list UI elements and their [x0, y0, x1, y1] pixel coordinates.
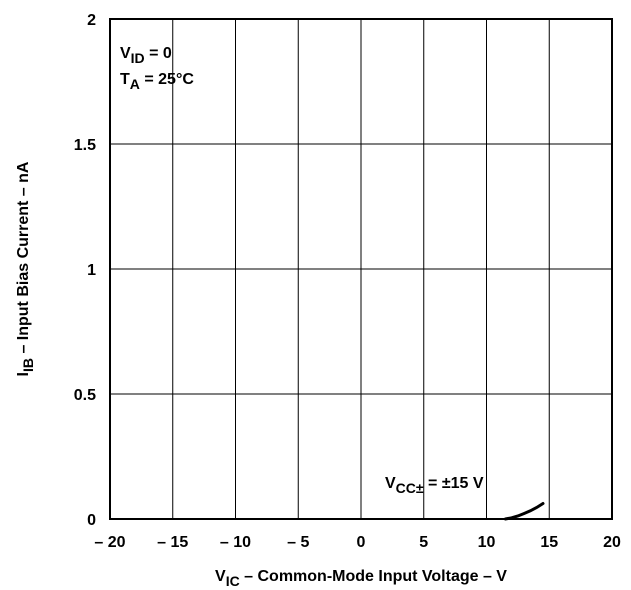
x-tick-label: 10	[478, 534, 496, 551]
plot-frame	[109, 18, 613, 520]
y-tick-label: 1.5	[74, 137, 96, 154]
grid-lines	[109, 18, 613, 520]
condition-vid: VID = 0	[120, 45, 172, 66]
series-group	[503, 502, 545, 521]
y-tick-label: 1	[87, 262, 96, 279]
y-tick-label: 0.5	[74, 387, 96, 404]
x-tick-label: – 20	[94, 534, 125, 551]
y-tick-label: 0	[87, 512, 96, 529]
y-tick-label: 2	[87, 12, 96, 29]
x-tick-labels: – 20 – 15 – 10 – 5 0 5 10 15 20	[94, 534, 621, 551]
x-tick-label: 0	[357, 534, 366, 551]
series-label-vcc: VCC± = ±15 V	[385, 475, 484, 496]
x-tick-label: – 15	[157, 534, 188, 551]
condition-ta: TA = 25°C	[120, 71, 194, 92]
series-line-0	[503, 502, 545, 521]
y-tick-labels: 0 0.5 1 1.5 2	[74, 12, 96, 529]
x-tick-label: 15	[540, 534, 558, 551]
x-tick-label: 20	[603, 534, 621, 551]
x-axis-label: VIC – Common-Mode Input Voltage – V	[215, 568, 507, 589]
x-tick-label: 5	[419, 534, 428, 551]
x-tick-label: – 5	[287, 534, 309, 551]
y-axis-label: IIB – Input Bias Current – nA	[15, 161, 36, 376]
x-tick-label: – 10	[220, 534, 251, 551]
